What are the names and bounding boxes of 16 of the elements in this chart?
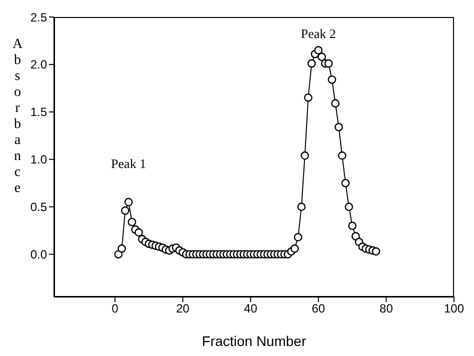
y-axis-title: Absorbance [10,37,25,197]
annotation: Peak 2 [300,26,336,42]
x-tick-label: 80 [380,302,394,316]
x-tick-label: 100 [444,302,464,316]
y-tick-label: 1.0 [30,152,48,167]
x-tick-label: 40 [244,302,258,316]
y-tick-label: 0.0 [30,248,48,262]
y-tick-label: 1.5 [30,105,48,120]
y-tick-label: 2.5 [30,10,48,24]
annotation: Peak 1 [111,156,146,172]
x-tick-label: 60 [312,302,326,316]
x-axis-title: Fraction Number [202,333,306,349]
x-tick-label: 0 [112,302,119,316]
y-tick-label: 2.0 [30,58,48,72]
y-tick-label: 0.5 [30,200,48,214]
x-tick-label: 20 [176,302,190,316]
